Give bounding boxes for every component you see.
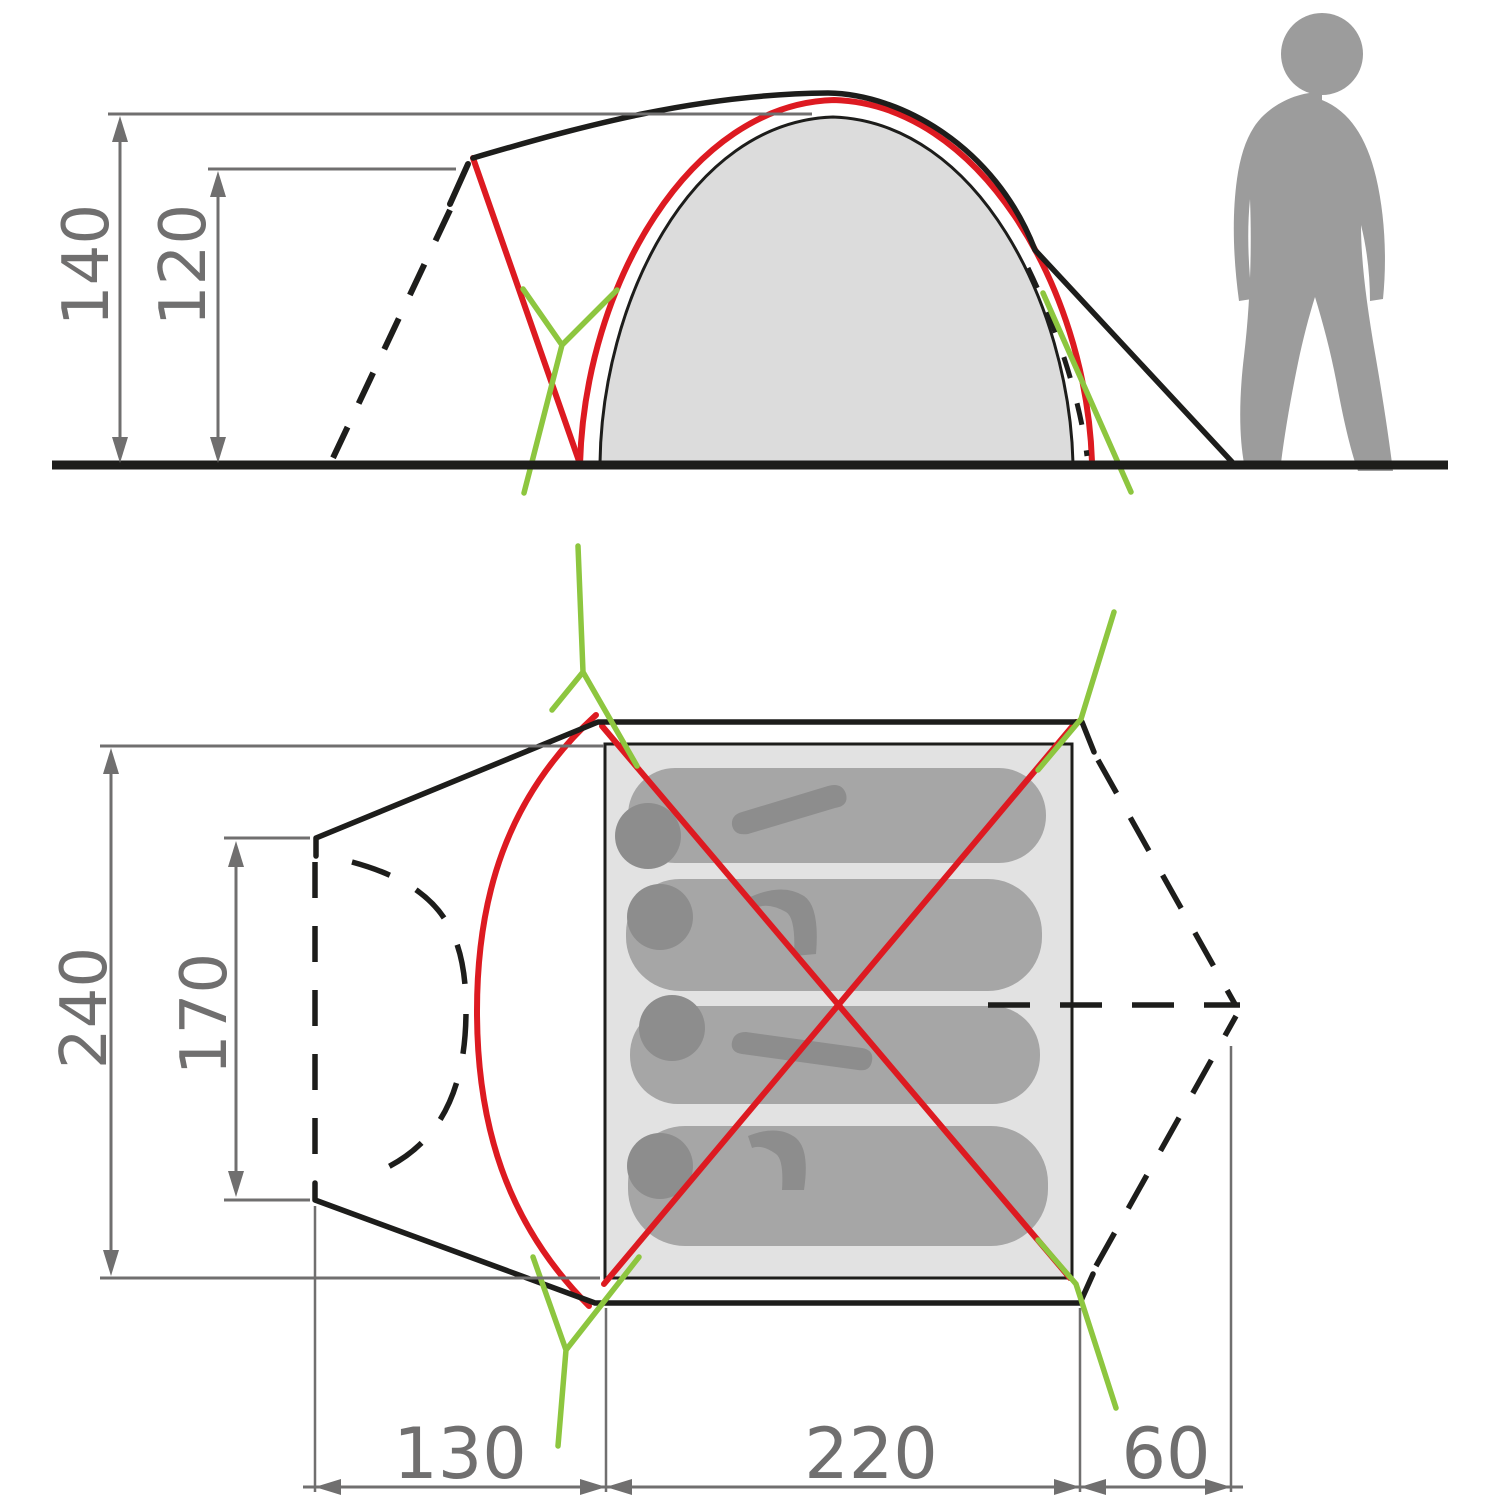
cross-pole-1 (599, 723, 1073, 1281)
arrow-240-bottom (103, 1250, 119, 1276)
dim-label-inner-length: 220 (804, 1413, 938, 1495)
sleeper-2-bag (626, 879, 1042, 991)
sleeper-2-head (627, 884, 693, 950)
dim-label-front-vestibule: 130 (393, 1413, 527, 1495)
arrow-140-top (112, 116, 128, 142)
sleeper-2-arm (748, 889, 817, 956)
plan-view-guylines (530, 543, 1119, 1449)
arrow-240-top (103, 748, 119, 774)
plan-view-flysheet (312, 719, 1240, 1306)
sleeper-4-bag (628, 1126, 1048, 1246)
rear-vestibule-dashed-top (1095, 758, 1239, 1008)
guyline-rear (1040, 290, 1134, 495)
dim-label-inner-height: 120 (147, 204, 221, 326)
arrow-170-top (228, 841, 244, 867)
side-view-flysheet (329, 90, 1236, 466)
arrow-120-bottom (210, 437, 226, 463)
arrow-130-left (315, 1479, 341, 1495)
sleeping-bags (626, 768, 1048, 1246)
scale-person-silhouette (1233, 13, 1393, 471)
plan-view-poles (473, 712, 1079, 1309)
vestibule-inner-dashed-arc (351, 859, 469, 1170)
arrow-130-right (580, 1479, 606, 1495)
front-pole-arc-plan (473, 712, 599, 1309)
fly-outline-top (313, 719, 1097, 859)
arrow-140-bottom (112, 437, 128, 463)
side-view-dimensions (108, 112, 812, 463)
vestibule-edge-dashed (329, 208, 453, 462)
arrow-60-left (1080, 1479, 1106, 1495)
plan-view-dimensions (100, 744, 1243, 1495)
arrow-120-top (210, 171, 226, 197)
side-view-poles (470, 96, 1095, 467)
door-zip-dashed (1025, 266, 1090, 457)
rear-vestibule-dashed-bottom (1093, 1014, 1239, 1268)
flysheet-outline (470, 90, 1236, 466)
sleeper-4-head (627, 1133, 693, 1199)
sleeper-1-arm (731, 785, 847, 835)
side-view-labels: 140 120 (50, 204, 221, 326)
plan-view-arrowheads (103, 748, 1231, 1495)
guyline-top-right (1035, 609, 1117, 773)
dim-label-peak-height: 140 (50, 204, 124, 326)
scale-person-head (1281, 13, 1363, 95)
fly-outline-bottom (312, 1180, 1096, 1306)
vestibule-pole (470, 155, 583, 467)
sleeper-1-bag (628, 768, 1046, 863)
vestibule-edge-solid (447, 161, 471, 207)
guyline-bottom-y (530, 1254, 642, 1449)
plan-dashed-edges (312, 758, 1240, 1268)
scale-person-body (1233, 92, 1393, 471)
sleeper-3-head (639, 995, 705, 1061)
dim-label-inner-width: 170 (168, 953, 242, 1075)
arrow-170-bottom (228, 1171, 244, 1197)
sleeper-1-head (615, 803, 681, 869)
cross-pole-2 (601, 719, 1079, 1287)
arrow-220-left (606, 1479, 632, 1495)
side-view-arrowheads (112, 116, 226, 463)
sleepers (615, 768, 1048, 1246)
arrow-60-right (1205, 1479, 1231, 1495)
guyline-top-y (549, 543, 640, 769)
dim-label-outer-width: 240 (48, 947, 122, 1069)
main-pole-arc (577, 96, 1095, 467)
guyline-bottom-right (1035, 1237, 1119, 1411)
side-view: 140 120 (50, 13, 1448, 496)
plan-view: 240 170 130 220 60 (48, 543, 1243, 1495)
arrow-220-right (1054, 1479, 1080, 1495)
plan-view-labels: 240 170 130 220 60 (48, 947, 1211, 1495)
sleeper-4-arm (748, 1130, 806, 1190)
dim-label-rear-vestibule: 60 (1121, 1413, 1210, 1495)
inner-tent-profile (598, 115, 1075, 465)
sleeper-bodies (615, 785, 873, 1199)
